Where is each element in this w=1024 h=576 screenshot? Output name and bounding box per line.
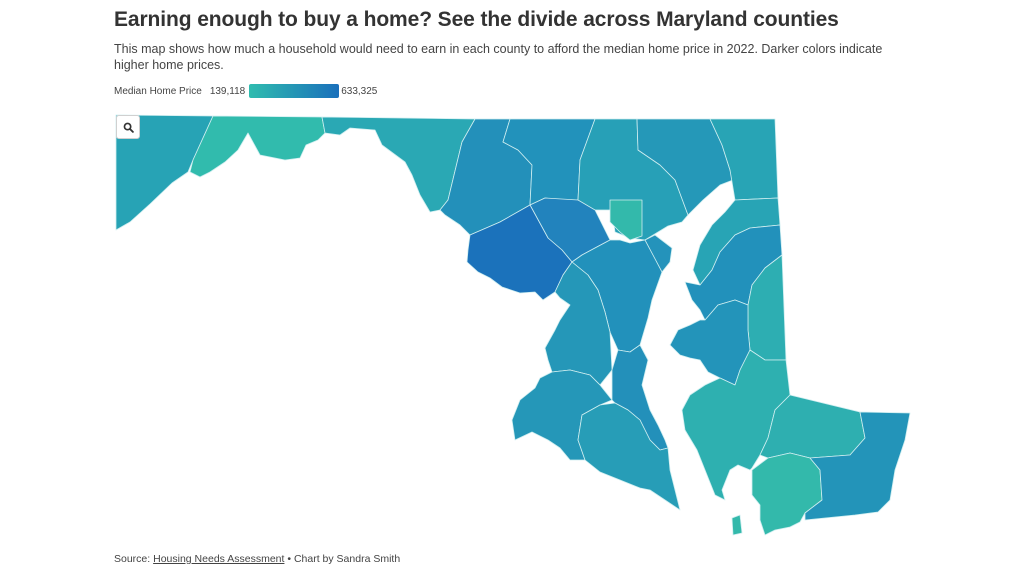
chart-credit: Chart by Sandra Smith (293, 553, 401, 565)
county-baltimore-city[interactable] (609, 199, 643, 241)
legend-label: Median Home Price (114, 85, 202, 97)
county-anne-arundel[interactable] (644, 234, 673, 273)
source-link[interactable]: Housing Needs Assessment (153, 553, 285, 565)
source-prefix: Source: (114, 553, 154, 565)
chart-title: Earning enough to buy a home? See the di… (114, 8, 839, 31)
county-st-marys[interactable] (577, 402, 681, 511)
county-somerset-island[interactable] (731, 514, 743, 536)
county-charles-lower[interactable] (511, 369, 613, 461)
search-icon (123, 122, 134, 133)
county-somerset[interactable] (751, 452, 823, 536)
color-legend: Median Home Price 139,118 633,325 (114, 83, 377, 99)
legend-min-value: 139,118 (209, 85, 246, 97)
county-worcester[interactable] (804, 411, 911, 521)
county-dorchester[interactable] (681, 349, 791, 501)
chart-subtitle: This map shows how much a household woul… (114, 42, 883, 72)
map-zoom-button[interactable] (116, 115, 140, 139)
county-montgomery[interactable] (466, 204, 573, 301)
county-allegany[interactable] (189, 115, 326, 178)
legend-gradient-bar (249, 84, 340, 98)
footer-separator: • (284, 553, 294, 565)
county-talbot[interactable] (669, 299, 751, 386)
legend-max-value: 633,325 (341, 85, 378, 97)
chart-footer: Source: Housing Needs Assessment • Chart… (114, 553, 400, 565)
